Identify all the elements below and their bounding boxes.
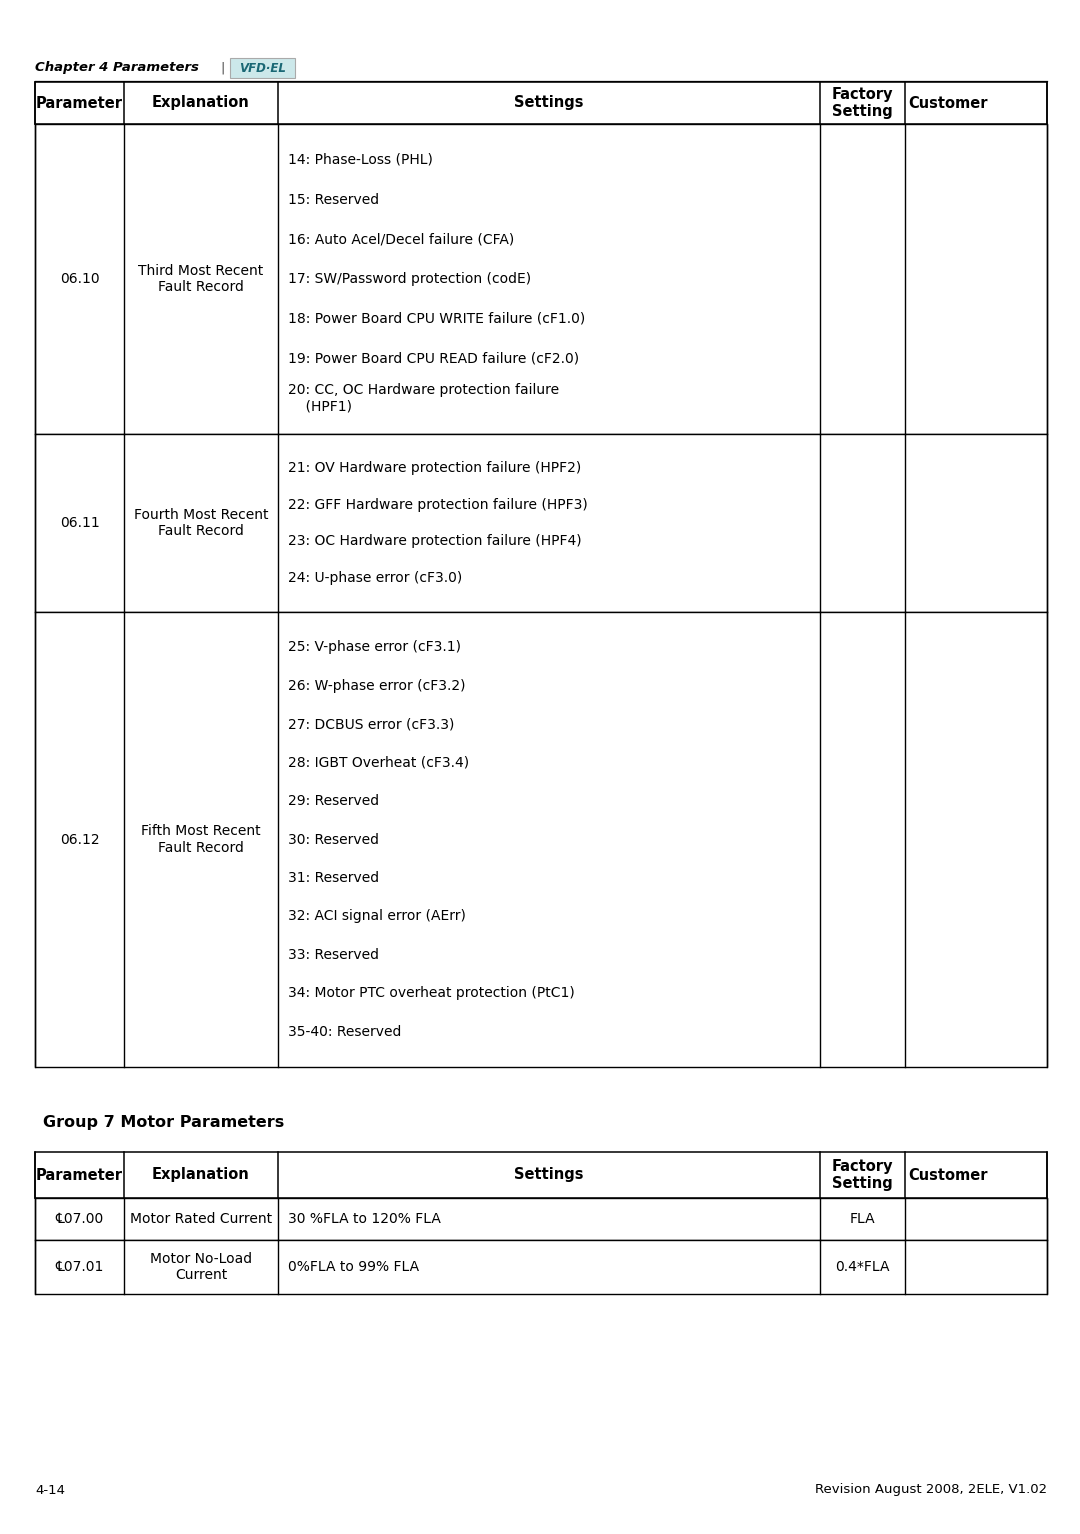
Bar <box>35 1152 1047 1198</box>
Bar <box>35 81 1047 124</box>
Text: 33: Reserved: 33: Reserved <box>288 948 379 962</box>
Text: Settings: Settings <box>514 1167 584 1183</box>
Text: 06.12: 06.12 <box>59 833 99 847</box>
Text: 27: DCBUS error (cF3.3): 27: DCBUS error (cF3.3) <box>288 716 455 732</box>
Bar <box>230 58 295 78</box>
Text: 30: Reserved: 30: Reserved <box>288 833 379 847</box>
Text: 25: V-phase error (cF3.1): 25: V-phase error (cF3.1) <box>288 640 461 653</box>
Text: ℄07.01: ℄07.01 <box>55 1259 104 1275</box>
Text: 0%FLA to 99% FLA: 0%FLA to 99% FLA <box>288 1259 419 1275</box>
Text: 06.11: 06.11 <box>59 515 99 531</box>
Bar <box>35 434 1047 612</box>
Text: 14: Phase-Loss (PHL): 14: Phase-Loss (PHL) <box>288 153 433 167</box>
Text: 35-40: Reserved: 35-40: Reserved <box>288 1025 402 1039</box>
Text: 29: Reserved: 29: Reserved <box>288 795 379 808</box>
Text: 06.10: 06.10 <box>59 272 99 285</box>
Text: Parameter: Parameter <box>36 95 123 110</box>
Text: 34: Motor PTC overheat protection (PtC1): 34: Motor PTC overheat protection (PtC1) <box>288 986 575 1000</box>
Bar <box>35 124 1047 434</box>
Text: Settings: Settings <box>514 95 584 110</box>
Text: ℄07.00: ℄07.00 <box>55 1212 104 1226</box>
Text: Factory
Setting: Factory Setting <box>832 1158 893 1192</box>
Text: 28: IGBT Overheat (cF3.4): 28: IGBT Overheat (cF3.4) <box>288 756 469 770</box>
Text: 32: ACI signal error (AErr): 32: ACI signal error (AErr) <box>288 910 465 923</box>
Text: 22: GFF Hardware protection failure (HPF3): 22: GFF Hardware protection failure (HPF… <box>288 497 588 512</box>
Text: FLA: FLA <box>850 1212 876 1226</box>
Text: Third Most Recent
Fault Record: Third Most Recent Fault Record <box>138 264 264 295</box>
Text: |: | <box>220 61 225 75</box>
Text: 20: CC, OC Hardware protection failure
    (HPF1): 20: CC, OC Hardware protection failure (… <box>288 384 559 413</box>
Text: 16: Auto Acel/Decel failure (CFA): 16: Auto Acel/Decel failure (CFA) <box>288 232 514 247</box>
Text: 17: SW/Password protection (codE): 17: SW/Password protection (codE) <box>288 272 531 285</box>
Text: 19: Power Board CPU READ failure (cF2.0): 19: Power Board CPU READ failure (cF2.0) <box>288 351 579 365</box>
Text: Motor No-Load
Current: Motor No-Load Current <box>150 1252 252 1282</box>
Bar <box>35 612 1047 1068</box>
Text: 0.4*FLA: 0.4*FLA <box>836 1259 890 1275</box>
Text: Customer: Customer <box>908 1167 987 1183</box>
Text: 4-14: 4-14 <box>35 1483 65 1497</box>
Text: Factory
Setting: Factory Setting <box>832 87 893 120</box>
Bar <box>35 1198 1047 1239</box>
Text: 26: W-phase error (cF3.2): 26: W-phase error (cF3.2) <box>288 678 465 693</box>
Text: Fifth Most Recent
Fault Record: Fifth Most Recent Fault Record <box>141 824 260 854</box>
Text: Group 7 Motor Parameters: Group 7 Motor Parameters <box>43 1115 284 1129</box>
Text: Fourth Most Recent
Fault Record: Fourth Most Recent Fault Record <box>134 508 268 538</box>
Text: Motor Rated Current: Motor Rated Current <box>130 1212 272 1226</box>
Text: VFD·EL: VFD·EL <box>239 61 286 75</box>
Text: Explanation: Explanation <box>152 1167 249 1183</box>
Text: Parameter: Parameter <box>36 1167 123 1183</box>
Text: Customer: Customer <box>908 95 987 110</box>
Text: 30 %FLA to 120% FLA: 30 %FLA to 120% FLA <box>288 1212 441 1226</box>
Text: 24: U-phase error (cF3.0): 24: U-phase error (cF3.0) <box>288 571 462 584</box>
Text: Chapter 4 Parameters: Chapter 4 Parameters <box>35 61 199 75</box>
Text: 18: Power Board CPU WRITE failure (cF1.0): 18: Power Board CPU WRITE failure (cF1.0… <box>288 311 585 325</box>
Text: 15: Reserved: 15: Reserved <box>288 193 379 207</box>
Text: 21: OV Hardware protection failure (HPF2): 21: OV Hardware protection failure (HPF2… <box>288 462 581 476</box>
Text: 23: OC Hardware protection failure (HPF4): 23: OC Hardware protection failure (HPF4… <box>288 534 581 548</box>
Text: 31: Reserved: 31: Reserved <box>288 871 379 885</box>
Text: Revision August 2008, 2ELE, V1.02: Revision August 2008, 2ELE, V1.02 <box>815 1483 1047 1497</box>
Bar <box>35 1239 1047 1295</box>
Text: Explanation: Explanation <box>152 95 249 110</box>
